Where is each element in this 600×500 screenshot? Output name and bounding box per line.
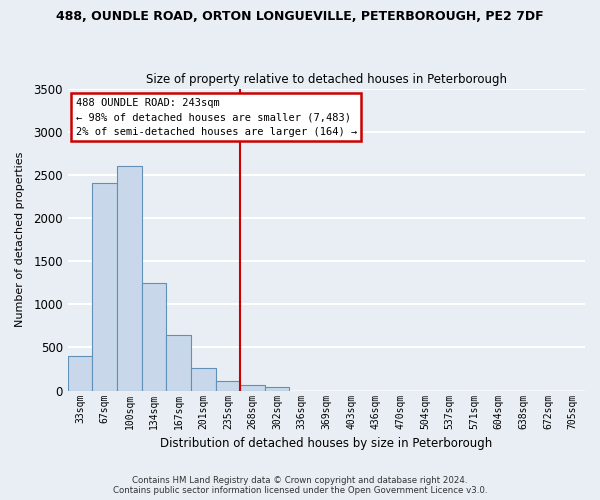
- Y-axis label: Number of detached properties: Number of detached properties: [15, 152, 25, 328]
- Bar: [265, 387, 289, 390]
- Bar: [117, 166, 142, 390]
- Bar: [166, 336, 191, 390]
- Bar: [142, 283, 166, 391]
- Text: 488, OUNDLE ROAD, ORTON LONGUEVILLE, PETERBOROUGH, PE2 7DF: 488, OUNDLE ROAD, ORTON LONGUEVILLE, PET…: [56, 10, 544, 23]
- Bar: [68, 356, 92, 390]
- X-axis label: Distribution of detached houses by size in Peterborough: Distribution of detached houses by size …: [160, 437, 493, 450]
- Bar: [215, 381, 240, 390]
- Bar: [191, 368, 215, 390]
- Title: Size of property relative to detached houses in Peterborough: Size of property relative to detached ho…: [146, 73, 507, 86]
- Bar: [92, 184, 117, 390]
- Bar: [240, 386, 265, 390]
- Text: Contains HM Land Registry data © Crown copyright and database right 2024.
Contai: Contains HM Land Registry data © Crown c…: [113, 476, 487, 495]
- Text: 488 OUNDLE ROAD: 243sqm
← 98% of detached houses are smaller (7,483)
2% of semi-: 488 OUNDLE ROAD: 243sqm ← 98% of detache…: [76, 98, 357, 137]
